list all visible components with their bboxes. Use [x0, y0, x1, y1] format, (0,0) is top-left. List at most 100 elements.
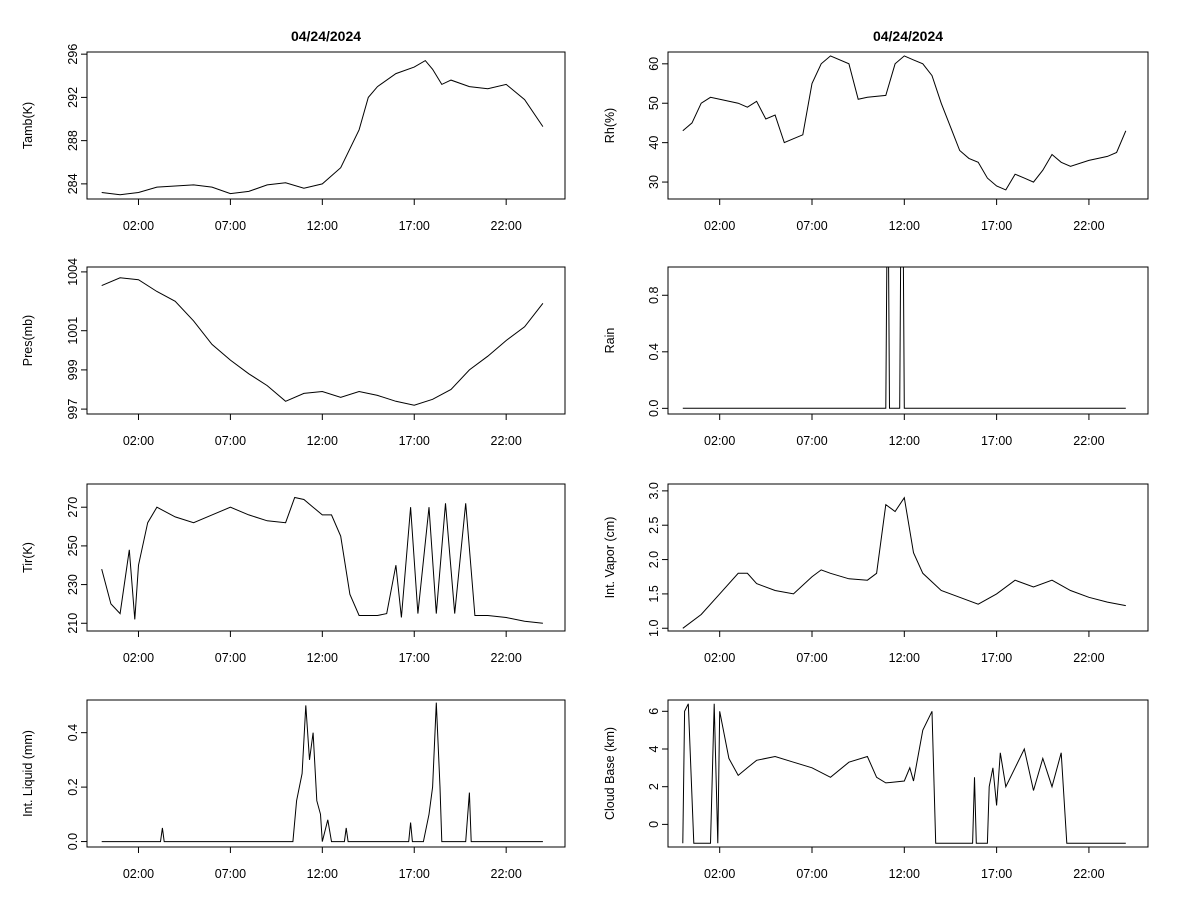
- y-axis-label: Tir(K): [21, 542, 35, 573]
- x-tick-label: 12:00: [307, 434, 338, 448]
- x-tick-label: 22:00: [1073, 867, 1104, 881]
- y-tick-label: 30: [647, 175, 661, 189]
- x-tick-label: 02:00: [704, 434, 735, 448]
- y-tick-label: 0.4: [647, 343, 661, 360]
- y-axis-label: Cloud Base (km): [603, 727, 617, 820]
- x-tick-label: 22:00: [1073, 434, 1104, 448]
- panel-tir: Tir(K) 210 230 250 270 02:00 07:00 12:00 17:00 22…: [21, 483, 566, 665]
- plot-frame: [86, 699, 566, 848]
- plot-frame: [86, 483, 566, 632]
- y-tick-label: 0.2: [66, 778, 80, 795]
- x-tick-label: 17:00: [399, 219, 430, 233]
- x-tick-label: 07:00: [215, 219, 246, 233]
- series-line-rain: [682, 266, 1126, 409]
- x-tick-label: 12:00: [889, 219, 920, 233]
- x-tick-label: 02:00: [123, 651, 154, 665]
- y-tick-label: 1004: [66, 258, 80, 286]
- x-tick-label: 02:00: [704, 867, 735, 881]
- x-tick-label: 12:00: [889, 434, 920, 448]
- y-tick-label: 288: [66, 130, 80, 151]
- chart-title: 04/24/2024: [291, 28, 361, 44]
- x-tick-label: 22:00: [491, 867, 522, 881]
- panel-pres: Pres(mb) 997 999 1001 1004 02:00 07:00 12:00 17:…: [21, 258, 566, 448]
- y-tick-label: 0.0: [66, 833, 80, 850]
- y-tick-label: 40: [647, 136, 661, 150]
- panel-cloud: Cloud Base (km) 0 2 4 6 02:00 07:00 12:00 17:00 2…: [603, 699, 1149, 881]
- y-tick-label: 60: [647, 57, 661, 71]
- y-axis-label: Tamb(K): [21, 102, 35, 149]
- series-line-tamb: [101, 59, 544, 196]
- y-axis-label: Int. Liquid (mm): [21, 730, 35, 817]
- x-tick-label: 22:00: [491, 219, 522, 233]
- series-line-rh: [682, 55, 1127, 191]
- plot-frame: [667, 51, 1149, 200]
- y-tick-label: 210: [66, 613, 80, 634]
- x-tick-label: 07:00: [796, 867, 827, 881]
- x-tick-label: 07:00: [215, 434, 246, 448]
- x-tick-label: 02:00: [123, 867, 154, 881]
- y-tick-label: 2: [647, 783, 661, 790]
- y-axis-label: Pres(mb): [21, 315, 35, 366]
- y-tick-label: 999: [66, 359, 80, 380]
- x-tick-label: 12:00: [889, 867, 920, 881]
- series-line-pres: [101, 277, 544, 406]
- x-tick-label: 17:00: [399, 651, 430, 665]
- y-tick-label: 250: [66, 535, 80, 556]
- panel-rain: Rain 0.0 0.4 0.8 02:00 07:00 12:00 17:00 22:00: [603, 266, 1149, 448]
- panel-liquid: Int. Liquid (mm) 0.0 0.2 0.4 02:00 07:00 12:00…: [21, 699, 566, 881]
- x-tick-label: 12:00: [307, 651, 338, 665]
- y-tick-label: 296: [66, 44, 80, 65]
- y-tick-label: 2.0: [647, 551, 661, 568]
- x-tick-label: 12:00: [889, 651, 920, 665]
- x-tick-label: 07:00: [796, 219, 827, 233]
- series-line-cloud: [682, 703, 1126, 844]
- x-tick-label: 02:00: [704, 651, 735, 665]
- x-tick-label: 17:00: [981, 651, 1012, 665]
- x-tick-label: 02:00: [123, 434, 154, 448]
- y-tick-label: 0.0: [647, 400, 661, 417]
- plot-frame: [86, 266, 566, 415]
- x-tick-label: 17:00: [399, 867, 430, 881]
- y-tick-label: 270: [66, 497, 80, 518]
- x-tick-label: 12:00: [307, 219, 338, 233]
- x-tick-label: 22:00: [1073, 651, 1104, 665]
- y-axis-label: Rain: [603, 328, 617, 354]
- x-tick-label: 12:00: [307, 867, 338, 881]
- x-tick-label: 22:00: [1073, 219, 1104, 233]
- y-tick-label: 230: [66, 574, 80, 595]
- chart-title: 04/24/2024: [873, 28, 943, 44]
- x-tick-label: 07:00: [796, 651, 827, 665]
- y-tick-label: 0: [647, 821, 661, 828]
- panel-tamb: 04/24/2024 Tamb(K) 284 288 292 296 02:00 07:00 1…: [21, 28, 566, 233]
- y-tick-label: 1.0: [647, 620, 661, 637]
- y-axis-label: Int. Vapor (cm): [603, 517, 617, 599]
- x-tick-label: 07:00: [215, 651, 246, 665]
- x-tick-label: 17:00: [981, 434, 1012, 448]
- y-tick-label: 2.5: [647, 516, 661, 533]
- x-tick-label: 17:00: [981, 867, 1012, 881]
- x-tick-label: 17:00: [981, 219, 1012, 233]
- y-tick-label: 4: [647, 745, 661, 752]
- y-tick-label: 1001: [66, 317, 80, 345]
- y-tick-label: 997: [66, 399, 80, 420]
- x-tick-label: 07:00: [215, 867, 246, 881]
- y-tick-label: 284: [66, 173, 80, 194]
- y-tick-label: 1.5: [647, 585, 661, 602]
- x-tick-label: 22:00: [491, 651, 522, 665]
- x-tick-label: 02:00: [123, 219, 154, 233]
- y-tick-label: 50: [647, 96, 661, 110]
- y-tick-label: 3.0: [647, 482, 661, 499]
- series-line-liquid: [101, 702, 543, 843]
- x-tick-label: 17:00: [399, 434, 430, 448]
- plot-frame: [86, 51, 566, 200]
- plot-frame: [667, 266, 1149, 415]
- y-tick-label: 292: [66, 87, 80, 108]
- x-tick-label: 02:00: [704, 219, 735, 233]
- y-tick-label: 0.4: [66, 724, 80, 741]
- panel-rh: 04/24/2024 Rh(%) 30 40 50 60 02:00 07:00 12:00 17…: [603, 28, 1149, 233]
- y-axis-label: Rh(%): [603, 108, 617, 143]
- panel-vapor: Int. Vapor (cm) 1.0 1.5 2.0 2.5 3.0 02:00 07:00…: [603, 482, 1149, 665]
- plot-frame: [667, 483, 1149, 632]
- x-tick-label: 22:00: [491, 434, 522, 448]
